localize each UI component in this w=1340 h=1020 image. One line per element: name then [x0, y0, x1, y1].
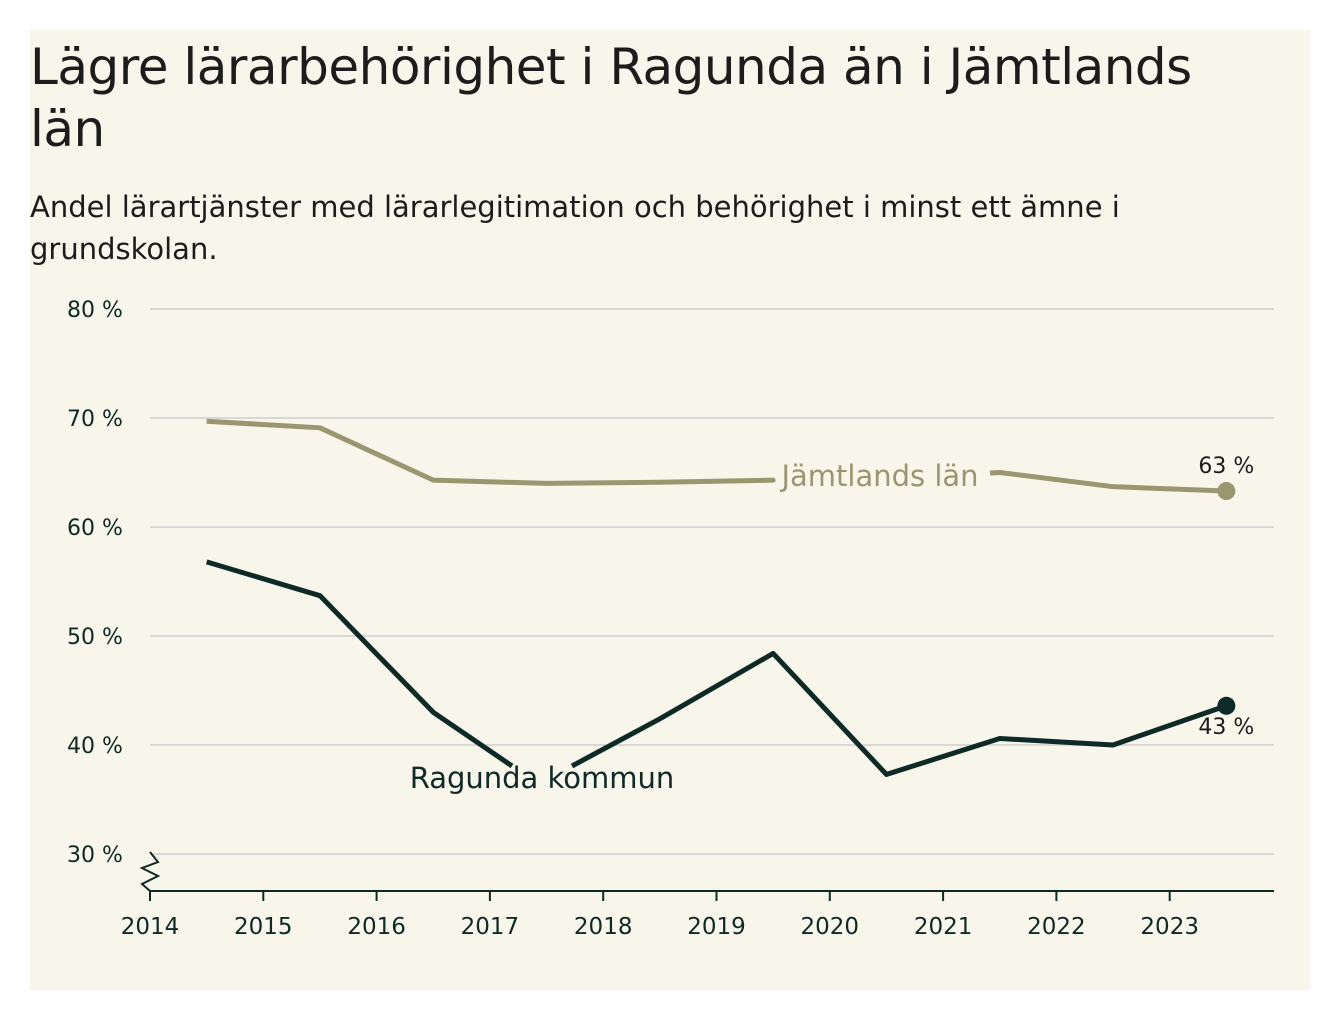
y-tick-label-40: 40 %: [67, 734, 123, 759]
end-marker-ragunda-kommun: [1217, 696, 1236, 715]
x-tick-label-2017: 2017: [461, 914, 520, 940]
series-line-jamtlands-lan: [206, 418, 776, 486]
x-tick-label-2022: 2022: [1027, 914, 1086, 940]
x-tick-label-2018: 2018: [574, 914, 633, 940]
chart-panel: [30, 30, 1310, 990]
y-tick-label-70: 70 %: [67, 407, 123, 432]
x-tick-label-2014: 2014: [121, 914, 180, 940]
series-line-ragunda-kommun: [205, 559, 514, 769]
x-tick-label-2016: 2016: [347, 914, 406, 940]
end-marker-jamtlands-lan: [1217, 482, 1236, 501]
x-tick-label-2019: 2019: [687, 914, 746, 940]
x-tick-label-2020: 2020: [801, 914, 860, 940]
end-value-label-jamtlands-lan: 63 %: [1198, 454, 1254, 479]
series-label-ragunda-kommun: Ragunda kommun: [410, 761, 675, 795]
end-value-label-ragunda-kommun: 43 %: [1198, 715, 1254, 740]
y-tick-label-80: 80 %: [67, 298, 123, 323]
chart-title: Lägre lärarbehörighet i Ragunda än i Jäm…: [30, 38, 1192, 158]
series-line-ragunda-kommun-end: [570, 650, 1228, 777]
series-line-jamtlands-lan-end: [989, 470, 1227, 494]
y-tick-label-50: 50 %: [67, 625, 123, 650]
series-label-jamtlands-lan: Jämtlands län: [779, 459, 978, 493]
x-tick-label-2023: 2023: [1140, 914, 1199, 940]
axis-break-mark: [139, 851, 161, 892]
y-tick-label-60: 60 %: [67, 516, 123, 541]
x-tick-label-2021: 2021: [914, 914, 973, 940]
y-tick-label-30: 30 %: [67, 843, 123, 868]
chart-subtitle: Andel lärartjänster med lärarlegitimatio…: [30, 190, 1120, 266]
x-tick-label-2015: 2015: [234, 914, 293, 940]
